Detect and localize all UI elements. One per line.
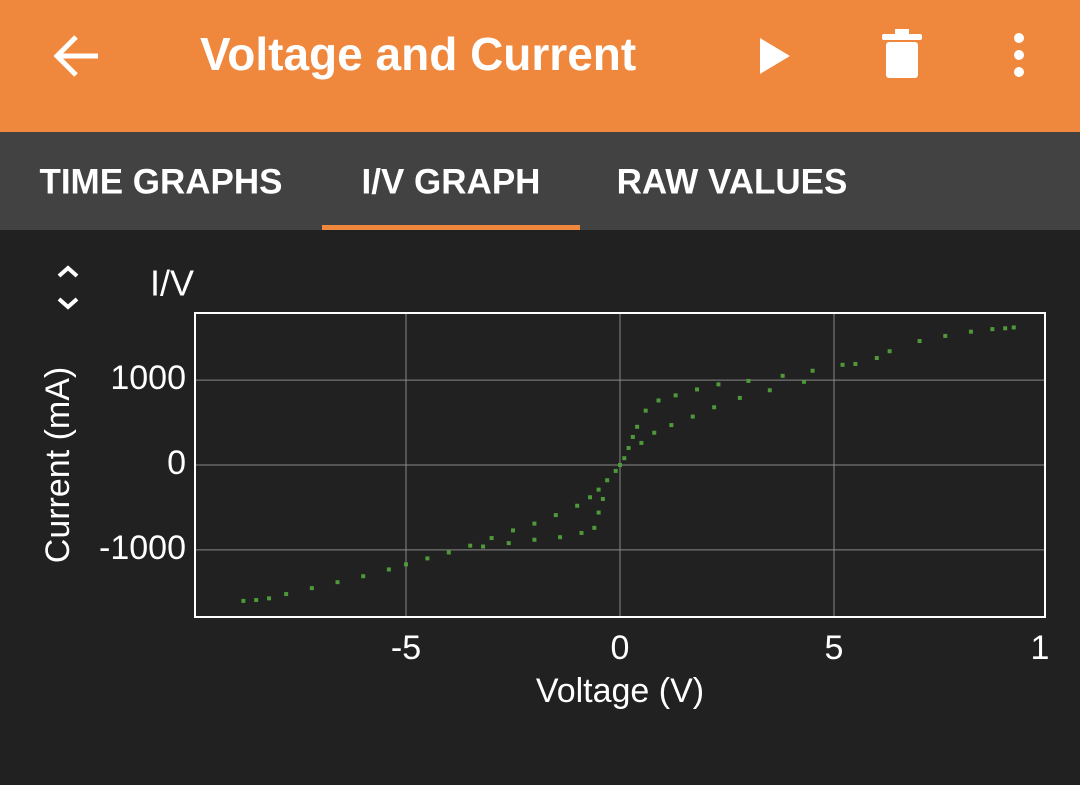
x-tick-label: -5	[391, 629, 421, 667]
data-point	[853, 361, 858, 366]
data-point	[643, 408, 648, 413]
data-point	[716, 382, 721, 387]
data-point	[596, 487, 601, 492]
data-point	[592, 525, 597, 530]
data-point	[335, 580, 340, 585]
data-point	[630, 434, 635, 439]
data-point	[579, 530, 584, 535]
tab[interactable]: TIME GRAPHS	[39, 162, 282, 201]
data-point	[673, 393, 678, 398]
data-point	[639, 440, 644, 445]
data-point	[511, 528, 516, 533]
data-point	[802, 379, 807, 384]
y-axis-label: Current (mA)	[39, 367, 77, 563]
data-point	[481, 544, 486, 549]
data-point	[425, 556, 430, 561]
data-point	[309, 586, 314, 591]
x-axis-label: Voltage (V)	[536, 672, 704, 710]
plot-frame	[194, 312, 1046, 618]
tab-indicator	[322, 225, 580, 230]
data-point	[361, 574, 366, 579]
data-point	[737, 395, 742, 400]
data-point	[1003, 326, 1008, 331]
data-point	[284, 592, 289, 597]
data-point	[267, 596, 272, 601]
data-point	[669, 423, 674, 428]
data-point	[605, 478, 610, 483]
data-point	[532, 537, 537, 542]
data-point	[575, 503, 580, 508]
x-tick-label: 5	[825, 629, 844, 667]
data-point	[712, 405, 717, 410]
back-button[interactable]	[53, 35, 98, 77]
data-point	[506, 541, 511, 546]
chart-title: I/V	[150, 263, 194, 304]
data-point	[656, 398, 661, 403]
tab[interactable]: RAW VALUES	[617, 162, 848, 201]
y-tick-label: 0	[167, 444, 186, 482]
data-point	[553, 513, 558, 518]
x-tick-label: 0	[611, 629, 630, 667]
data-point	[887, 349, 892, 354]
data-point	[635, 424, 640, 429]
data-point	[386, 567, 391, 572]
data-point	[810, 368, 815, 373]
data-point	[990, 327, 995, 332]
data-point	[532, 521, 537, 526]
y-tick-label: -1000	[99, 529, 186, 567]
y-tick-label: 1000	[110, 359, 186, 397]
data-point	[767, 388, 772, 393]
data-point	[618, 463, 622, 467]
data-point	[558, 535, 563, 540]
data-point	[943, 333, 948, 338]
tab-bar	[0, 132, 1080, 230]
data-point	[626, 446, 631, 451]
data-point	[746, 378, 751, 383]
data-point	[874, 356, 879, 361]
data-point	[600, 496, 605, 501]
data-point	[446, 550, 451, 555]
data-point	[968, 329, 973, 334]
data-point	[588, 495, 593, 500]
app-title: Voltage and Current	[200, 28, 636, 80]
data-point	[780, 373, 785, 378]
delete-button[interactable]	[882, 29, 922, 78]
expand-toggle[interactable]	[57, 265, 79, 310]
data-point	[596, 510, 601, 515]
data-point	[622, 456, 627, 461]
data-point	[404, 562, 409, 567]
data-point	[254, 598, 259, 603]
menu-button[interactable]	[1014, 33, 1024, 77]
data-point	[690, 414, 695, 419]
data-point	[840, 362, 845, 367]
data-point	[1011, 325, 1016, 330]
x-tick-label: 1	[1031, 629, 1050, 667]
tab[interactable]: I/V GRAPH	[362, 162, 541, 201]
data-point	[917, 339, 922, 344]
play-button[interactable]	[760, 38, 790, 74]
data-point	[695, 387, 700, 392]
data-point	[613, 468, 618, 473]
data-point	[468, 543, 473, 548]
data-point	[241, 598, 246, 603]
data-point	[652, 430, 657, 435]
data-point	[489, 536, 494, 541]
